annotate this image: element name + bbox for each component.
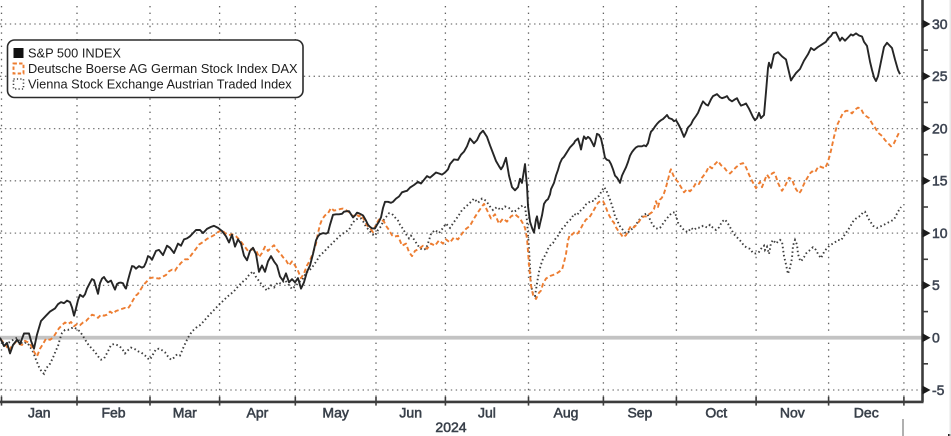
svg-text:Deutsche Boerse AG German Stoc: Deutsche Boerse AG German Stock Index DA… [28, 61, 298, 76]
svg-text:Feb: Feb [101, 405, 125, 421]
svg-text:15: 15 [932, 173, 948, 189]
svg-text:Jul: Jul [478, 405, 496, 421]
svg-text:Apr: Apr [247, 405, 269, 421]
svg-text:0: 0 [932, 330, 940, 346]
svg-text:Jan: Jan [28, 405, 51, 421]
svg-text:S&P 500 INDEX: S&P 500 INDEX [28, 46, 121, 61]
svg-text:2024: 2024 [435, 419, 466, 435]
svg-text:Nov: Nov [780, 405, 805, 421]
svg-text:Dec: Dec [854, 405, 879, 421]
svg-text:25: 25 [932, 68, 948, 84]
svg-text:Vienna Stock Exchange Austrian: Vienna Stock Exchange Austrian Traded In… [28, 77, 292, 92]
svg-text:Oct: Oct [705, 405, 727, 421]
svg-text:Jun: Jun [399, 405, 422, 421]
svg-text:Sep: Sep [627, 405, 652, 421]
svg-text:20: 20 [932, 120, 948, 136]
svg-text:10: 10 [932, 225, 948, 241]
svg-text:May: May [322, 405, 348, 421]
svg-text:Mar: Mar [173, 405, 197, 421]
svg-text:-5: -5 [932, 382, 945, 398]
svg-text:5: 5 [932, 277, 940, 293]
svg-text:30: 30 [932, 16, 948, 32]
svg-text:Aug: Aug [553, 405, 578, 421]
